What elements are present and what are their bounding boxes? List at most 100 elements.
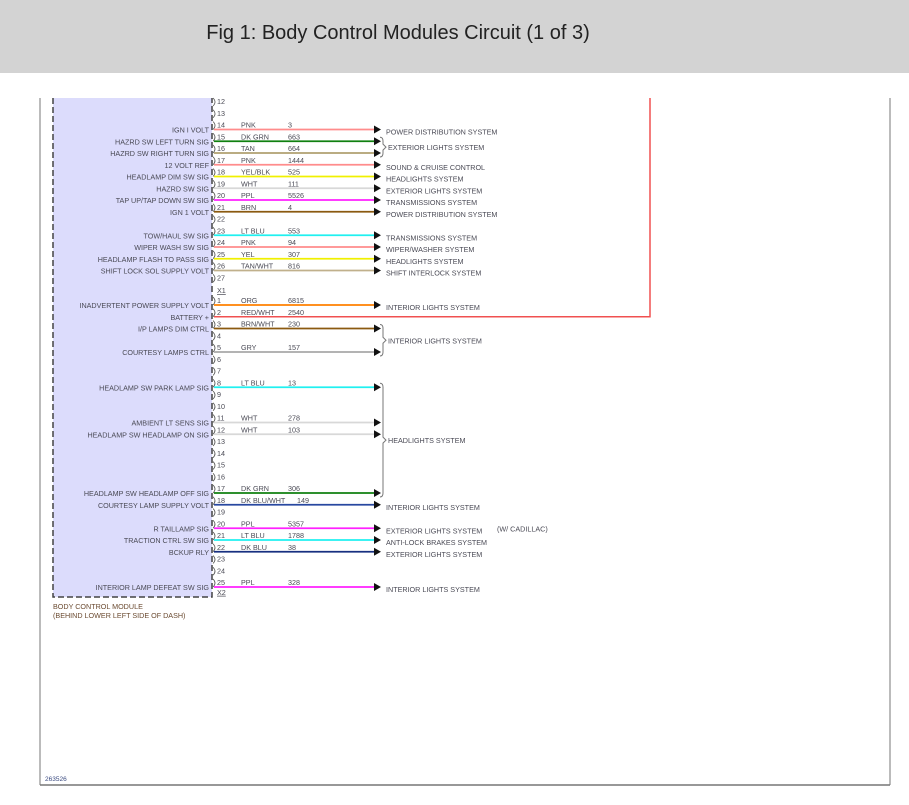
wire-color-label: PPL xyxy=(241,191,255,200)
destination-label: INTERIOR LIGHTS SYSTEM xyxy=(386,585,480,594)
arrowhead-icon xyxy=(374,137,381,146)
circuit-number: 553 xyxy=(288,226,300,235)
arrowhead-icon xyxy=(374,547,381,556)
pin-number: 3 xyxy=(217,320,221,329)
pin-number: 14 xyxy=(217,121,225,130)
pin-bracket xyxy=(212,273,216,283)
destination-label: POWER DISTRIBUTION SYSTEM xyxy=(386,210,497,219)
pin-number: 17 xyxy=(217,484,225,493)
pin-number: 10 xyxy=(217,402,225,411)
arrowhead-icon xyxy=(374,196,381,204)
wire-color-label: DK GRN xyxy=(241,132,269,141)
arrowhead-icon xyxy=(374,231,381,240)
wire-color-label: GRY xyxy=(241,343,257,352)
pin-bracket xyxy=(212,555,216,564)
arrowhead-icon xyxy=(374,583,381,591)
pin-number: 16 xyxy=(217,144,225,153)
pin-signal-label: INTERIOR LAMP DEFEAT SW SIG xyxy=(96,583,210,592)
pin-number: 14 xyxy=(217,449,225,458)
wire-color-label: PNK xyxy=(241,121,256,130)
pin-number: 15 xyxy=(217,461,225,470)
arrowhead-icon xyxy=(374,149,381,157)
pin-signal-label: HEADLAMP DIM SW SIG xyxy=(126,173,209,182)
destination-label: TRANSMISSIONS SYSTEM xyxy=(386,198,477,207)
pin-signal-label: R TAILLAMP SIG xyxy=(153,524,209,533)
destination-label: POWER DISTRIBUTION SYSTEM xyxy=(386,128,497,137)
pin-bracket xyxy=(212,543,216,553)
circuit-number: 157 xyxy=(288,343,300,352)
figure-id: 263526 xyxy=(45,776,67,783)
pin-bracket xyxy=(212,437,216,447)
pin-bracket xyxy=(212,215,216,224)
wire-color-label: WHT xyxy=(241,425,258,434)
pin-number: 4 xyxy=(217,331,221,340)
pin-signal-label: WIPER WASH SW SIG xyxy=(134,243,209,252)
module-border xyxy=(52,98,213,598)
destination-label: INTERIOR LIGHTS SYSTEM xyxy=(388,336,482,345)
wire-color-label: LT BLU xyxy=(241,531,265,540)
pin-bracket xyxy=(212,402,216,412)
pin-number: 7 xyxy=(217,367,221,376)
pin-number: 2 xyxy=(217,308,221,317)
wire-color-label: YEL/BLK xyxy=(241,168,270,177)
pin-bracket xyxy=(212,296,216,306)
arrowhead-icon xyxy=(374,418,381,427)
circuit-number: 1788 xyxy=(288,531,304,540)
arrowhead-icon xyxy=(374,489,381,497)
destination-label: ANTI-LOCK BRAKES SYSTEM xyxy=(386,538,487,547)
circuit-number: 6815 xyxy=(288,296,304,305)
pin-signal-label: BCKUP RLY xyxy=(169,548,209,557)
circuit-number: 5526 xyxy=(288,191,304,200)
pin-signal-label: HEADLAMP SW PARK LAMP SIG xyxy=(99,383,209,392)
pin-bracket xyxy=(212,132,216,142)
destination-label: WIPER/WASHER SYSTEM xyxy=(386,245,474,254)
pin-signal-label: TAP UP/TAP DOWN SW SIG xyxy=(116,196,210,205)
arrowhead-icon xyxy=(374,383,381,392)
arrowhead-icon xyxy=(374,266,381,275)
circuit-number: 306 xyxy=(288,484,300,493)
pin-number: 13 xyxy=(217,109,225,118)
pin-signal-label: BATTERY + xyxy=(170,313,209,322)
pin-number: 21 xyxy=(217,531,225,540)
circuit-number: 103 xyxy=(288,425,300,434)
pin-number: 6 xyxy=(217,355,221,364)
destination-label: HEADLIGHTS SYSTEM xyxy=(388,436,465,445)
pin-signal-label: HEADLAMP SW HEADLAMP ON SIG xyxy=(87,430,209,439)
pin-number: 12 xyxy=(217,97,225,106)
pin-bracket xyxy=(212,367,216,376)
pin-bracket xyxy=(212,519,216,529)
destination-label: INTERIOR LIGHTS SYSTEM xyxy=(386,303,480,312)
pin-number: 15 xyxy=(217,132,225,141)
circuit-number: 3 xyxy=(288,121,292,130)
arrowhead-icon xyxy=(374,536,381,544)
arrowhead-icon xyxy=(374,524,381,533)
circuit-number: 328 xyxy=(288,578,300,587)
pin-signal-label: I/P LAMPS DIM CTRL xyxy=(138,325,209,334)
pin-bracket xyxy=(212,250,216,260)
pin-number: 25 xyxy=(217,250,225,259)
destination-label: EXTERIOR LIGHTS SYSTEM xyxy=(386,550,482,559)
wire-color-label: DK BLU xyxy=(241,543,267,552)
arrowhead-icon xyxy=(374,324,381,333)
module-box xyxy=(53,98,212,597)
pin-number: 19 xyxy=(217,508,225,517)
circuit-number: 664 xyxy=(288,144,300,153)
pin-signal-label: HAZRD SW SIG xyxy=(156,184,209,193)
pin-bracket xyxy=(212,449,216,459)
wire-color-label: TAN/WHT xyxy=(241,262,274,271)
destination-label: HEADLIGHTS SYSTEM xyxy=(386,175,463,184)
arrowhead-icon xyxy=(374,125,381,134)
wire-color-label: WHT xyxy=(241,179,258,188)
wire-color-label: LT BLU xyxy=(241,226,265,235)
destination-label: INTERIOR LIGHTS SYSTEM xyxy=(386,503,480,512)
pin-bracket xyxy=(212,97,216,107)
destination-label: SOUND & CRUISE CONTROL xyxy=(386,163,485,172)
pin-number: 23 xyxy=(217,555,225,564)
pin-bracket xyxy=(212,179,216,189)
arrowhead-icon xyxy=(374,160,381,169)
circuit-number: 525 xyxy=(288,168,300,177)
arrowhead-icon xyxy=(374,243,381,251)
pin-number: 16 xyxy=(217,472,225,481)
pin-number: 24 xyxy=(217,566,225,575)
pin-bracket xyxy=(212,191,216,201)
